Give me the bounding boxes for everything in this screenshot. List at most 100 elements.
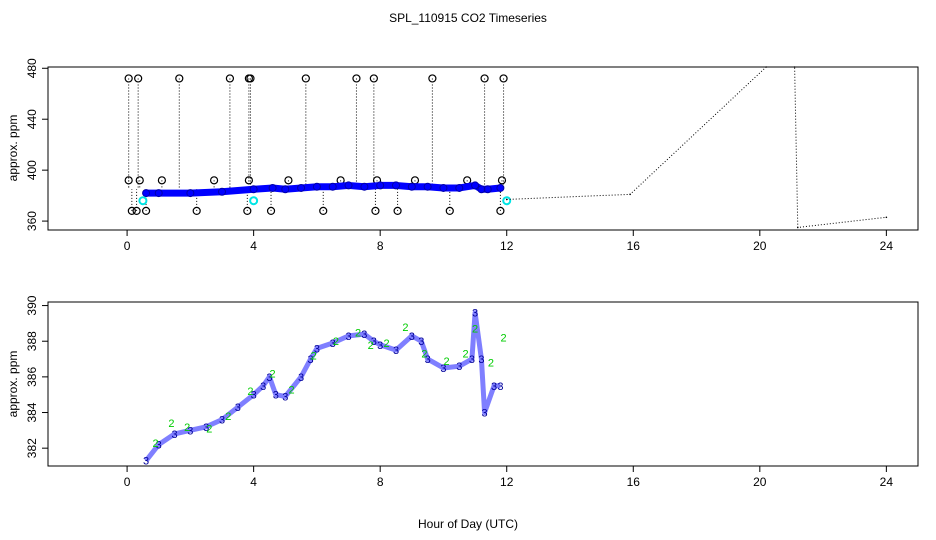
bottom-co2_ch3-marker-6: 3 [235,402,241,414]
bottom-co2_ch3-marker-4: 3 [203,422,209,434]
top-outlier-point-3 [132,206,141,215]
bottom-co2_ch3-marker-7: 3 [251,390,257,402]
bottom-co2_ch3-marker-24: 3 [440,363,446,375]
top-interpolated-vertex-2 [765,66,767,68]
top-outlier-point-10 [209,176,219,185]
top-outlier-point-15 [246,74,255,83]
top-cyan-point-2 [502,196,512,206]
top-interpolated-vertex-1 [629,193,631,196]
bottom-co2_ch3-marker-23: 3 [425,354,431,366]
bottom-x-tick-label-1: 4 [250,475,257,489]
top-outlier-point-12 [243,206,252,215]
top-co2-main-point-11 [360,182,369,191]
top-cyan-point-1 [249,196,259,206]
bottom-co2_ch2-marker-15: 2 [444,356,450,368]
bottom-x-tick-label-2: 8 [377,475,384,489]
bottom-co2_ch3-marker-18: 3 [371,336,377,348]
bottom-co2_ch3-marker-22: 3 [418,336,424,348]
top-outlier-point-8 [175,74,184,83]
top-co2-main-point-6 [281,185,290,194]
bottom-co2_ch3-marker-20: 3 [393,345,399,357]
bottom-co2_ch2-marker-0: 2 [153,438,159,450]
top-co2-main-line [142,181,504,197]
bottom-co2_ch3-marker-31: 3 [497,381,503,393]
bottom-x-tick-label-6: 24 [880,475,894,489]
top-x-tick-label-1: 4 [250,239,257,253]
top-co2-main-point-15 [423,182,432,191]
bottom-y-tick-label-4: 390 [25,295,39,315]
top-outlier-point-0 [124,74,133,83]
top-outlier-point-2 [127,206,136,215]
top-outlier-point-25 [393,206,402,215]
top-co2-main-point-20 [483,185,492,194]
top-x-tick-label-4: 16 [627,239,641,253]
top-plot-frame [47,66,919,231]
bottom-y-tick-label-0: 382 [25,438,39,458]
bottom-co2_ch3-marker-15: 3 [330,338,336,350]
top-outlier-point-22 [369,74,378,83]
top-outlier-point-9 [192,206,201,215]
bottom-co2_ch3-marker-11: 3 [282,391,288,403]
top-co2-main-point-17 [455,183,464,192]
bottom-co2_ch3-marker-28: 3 [478,354,484,366]
top-co2-main-point-7 [297,183,306,192]
bottom-co2_ch2-marker-11: 2 [368,340,374,352]
bottom-co2_ch3-marker-13: 3 [308,354,314,366]
top-co2-main-point-5 [268,183,277,192]
bottom-co2_ch3-marker-19: 3 [377,340,383,352]
top-co2-main-point-1 [154,189,163,198]
top-outlier-point-27 [428,74,437,83]
top-outlier-point-30 [480,74,489,83]
top-x-tick-label-0: 0 [124,239,131,253]
top-outlier-point-28 [445,206,454,215]
bottom-x-tick-label-0: 0 [124,475,131,489]
top-outlier-point-4 [134,74,143,83]
top-outlier-point-18 [301,74,310,83]
bottom-co2_ch3-marker-26: 3 [469,354,475,366]
bottom-co2_ch3-marker-21: 3 [409,331,415,343]
bottom-y-axis: 382 384 386 388 390 [25,295,48,458]
bottom-co2_ch2-marker-6: 2 [270,368,276,380]
bottom-y-tick-label-2: 386 [25,367,39,387]
bottom-co2_ch2-marker-18: 2 [488,358,494,370]
top-outlier-point-16 [266,206,276,215]
top-outlier-point-7 [157,176,166,185]
top-y-tick-label-3: 480 [25,58,39,78]
bottom-co2_ch3-marker-0: 3 [143,456,149,468]
bottom-co2_ch3-marker-27: 3 [472,308,478,320]
bottom-plot-frame [47,301,919,467]
top-outlier-point-6 [141,206,151,215]
top-outlier-point-23 [371,206,380,215]
top-co2-main-point-10 [344,181,353,190]
bottom-co2_ch3-marker-10: 3 [273,390,279,402]
bottom-co2-ch3-trace [144,310,501,463]
top-y-tick-label-0: 360 [25,211,39,231]
bottom-co2_ch3-marker-17: 3 [361,329,367,341]
bottom-co2_ch2-marker-5: 2 [247,386,253,398]
bottom-co2_ch2-marker-7: 2 [289,384,295,396]
top-co2-main-point-4 [249,185,258,194]
x-axis-title: Hour of Day (UTC) [418,517,518,531]
top-co2-main-point-0 [142,189,151,198]
top-y-tick-label-1: 400 [25,160,39,180]
top-interpolated-vertex-3 [793,66,796,68]
top-y-tick-label-2: 440 [25,109,39,129]
bottom-co2_ch2-marker-16: 2 [463,349,469,361]
bottom-co2_ch2-marker-10: 2 [355,327,361,339]
top-co2-main-point-14 [407,182,416,191]
top-interpolated-vertex-5 [885,216,888,219]
bottom-co2_ch3-marker-2: 3 [171,429,177,441]
bottom-x-tick-label-3: 12 [500,475,514,489]
bottom-co2_ch2-marker-9: 2 [333,336,339,348]
top-outlier-point-11 [225,74,235,83]
bottom-co2_ch2-marker-19: 2 [501,333,507,345]
top-outlier-point-1 [124,176,133,185]
bottom-co2_ch3-marker-12: 3 [298,372,304,384]
figure-title: SPL_110915 CO2 Timeseries [389,11,547,25]
bottom-co2_ch2-marker-14: 2 [421,349,427,361]
bottom-co2_ch2-marker-1: 2 [168,418,174,430]
top-outlier-point-17 [284,176,293,185]
bottom-co2_ch2-marker-3: 2 [206,424,212,436]
